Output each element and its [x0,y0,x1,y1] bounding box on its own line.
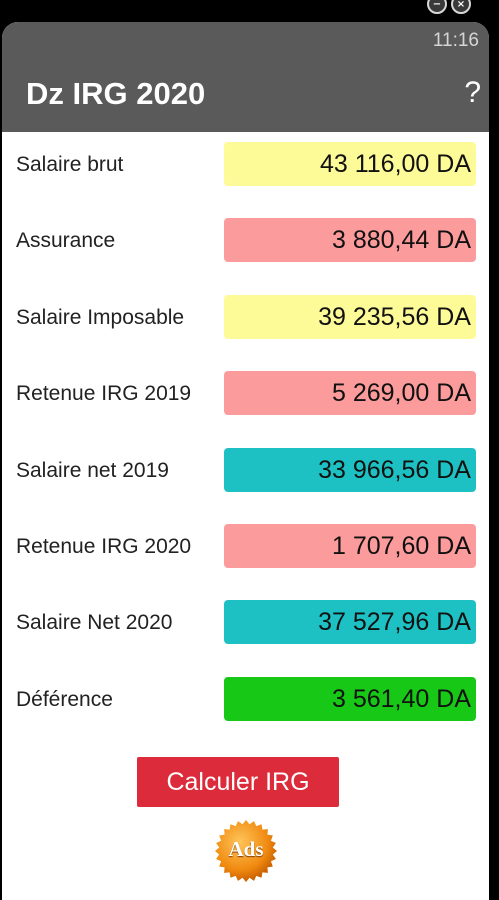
salaire-net-2019-value: 33 966,56 DA [224,448,476,492]
window-controls: − × [427,0,471,18]
row-label: Salaire net 2019 [16,459,169,482]
status-bar: 11:16 [2,22,489,60]
row-salaire-net-2019: Salaire net 2019 33 966,56 DA [2,448,489,492]
assurance-value: 3 880,44 DA [224,218,476,262]
ads-badge[interactable]: Ads [212,819,280,883]
help-icon[interactable]: ? [464,76,481,109]
app-title: Dz IRG 2020 [26,76,206,111]
salaire-net-2020-value: 37 527,96 DA [224,600,476,644]
row-label: Salaire Net 2020 [16,611,173,634]
row-salaire-net-2020: Salaire Net 2020 37 527,96 DA [2,600,489,644]
row-assurance: Assurance 3 880,44 DA [2,218,489,262]
ads-label: Ads [228,837,264,861]
phone-screen: 11:16 Dz IRG 2020 ? Salaire brut 43 116,… [2,22,489,900]
salaire-brut-input[interactable]: 43 116,00 DA [224,142,476,186]
row-label: Assurance [16,229,116,252]
row-deference: Déférence 3 561,40 DA [2,677,489,721]
row-label: Salaire brut [16,153,124,176]
row-salaire-brut: Salaire brut 43 116,00 DA [2,142,489,186]
deference-value: 3 561,40 DA [224,677,476,721]
row-label: Retenue IRG 2019 [16,382,192,405]
row-label: Déférence [16,688,113,711]
ads-seal-icon [215,820,277,882]
row-label: Salaire Imposable [16,306,185,329]
row-retenue-irg-2020: Retenue IRG 2020 1 707,60 DA [2,524,489,568]
app-bar: Dz IRG 2020 ? [2,60,489,132]
row-salaire-imposable: Salaire Imposable 39 235,56 DA [2,295,489,339]
minimize-icon[interactable]: − [427,0,447,14]
row-label: Retenue IRG 2020 [16,535,192,558]
status-time: 11:16 [432,30,479,51]
retenue-irg-2019-value: 5 269,00 DA [224,371,476,415]
calculer-irg-button[interactable]: Calculer IRG [137,757,339,807]
close-icon[interactable]: × [451,0,471,14]
salaire-imposable-value: 39 235,56 DA [224,295,476,339]
row-retenue-irg-2019: Retenue IRG 2019 5 269,00 DA [2,371,489,415]
retenue-irg-2020-value: 1 707,60 DA [224,524,476,568]
